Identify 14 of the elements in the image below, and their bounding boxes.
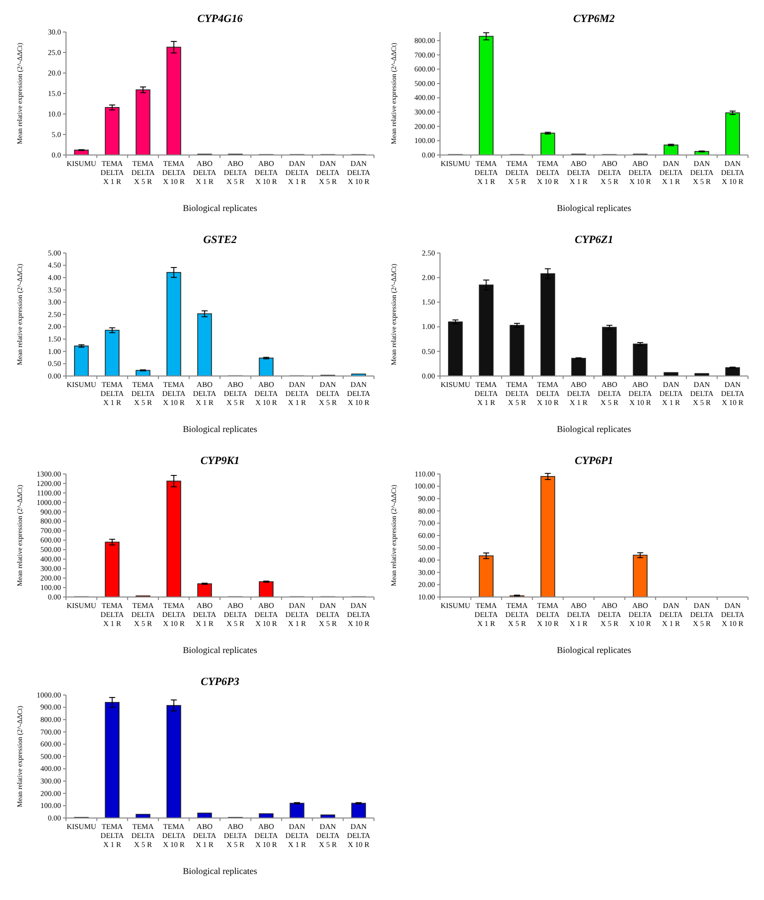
x-axis-title: Biological replicates bbox=[556, 203, 632, 213]
x-axis-title: Biological replicates bbox=[182, 424, 258, 434]
x-axis-title: Biological replicates bbox=[556, 645, 632, 655]
x-axis-title: Biological replicates bbox=[556, 424, 632, 434]
chart-title: CYP6P1 bbox=[574, 455, 614, 467]
chart-title: CYP6P3 bbox=[200, 676, 240, 688]
chart-title: GSTE2 bbox=[203, 234, 238, 246]
x-axis-title: Biological replicates bbox=[182, 866, 258, 876]
chart-title: CYP4G16 bbox=[197, 13, 244, 25]
chart-title: CYP6Z1 bbox=[574, 234, 614, 246]
x-axis-title: Biological replicates bbox=[182, 203, 258, 213]
chart-title: CYP9K1 bbox=[200, 455, 240, 467]
chart-title: CYP6M2 bbox=[573, 13, 616, 25]
x-axis-title: Biological replicates bbox=[182, 645, 258, 655]
